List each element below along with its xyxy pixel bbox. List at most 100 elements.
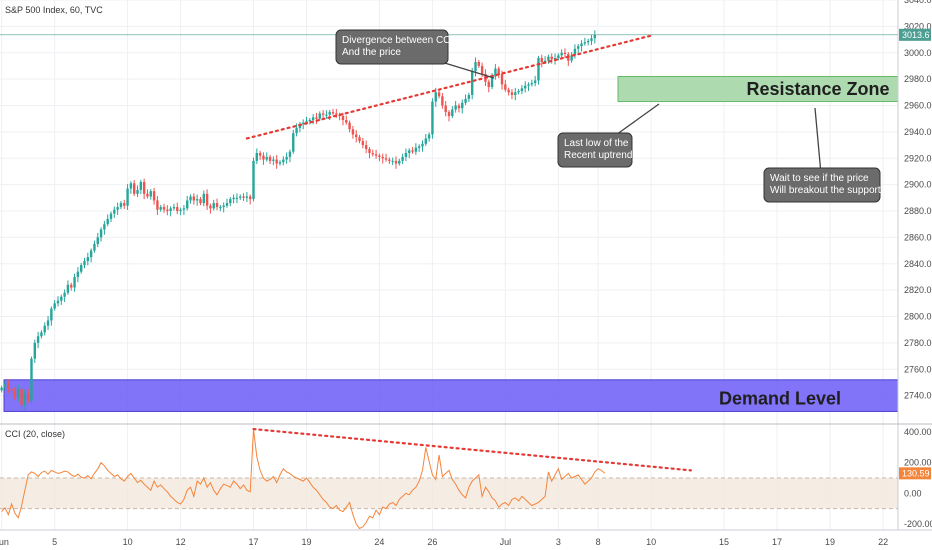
candle-body (252, 160, 255, 200)
candle-body (335, 113, 338, 115)
price-tick-label: 2960.0 (904, 101, 932, 111)
candle-body (179, 209, 182, 211)
demand-level-label: Demand Level (719, 389, 841, 409)
price-tick-label: 2780.0 (904, 338, 932, 348)
candle-body (553, 58, 557, 60)
price-tick-label: 3000.0 (904, 48, 932, 58)
candle-body (295, 127, 298, 134)
candle-body (205, 193, 209, 206)
candle-body (580, 43, 583, 47)
candle-body (232, 197, 235, 200)
candle-body (133, 183, 136, 194)
candle-body (265, 156, 268, 160)
candle-body (258, 152, 262, 156)
candle-body (401, 156, 404, 161)
candle-body (142, 181, 146, 194)
callout-divergence-text: And the price (342, 47, 401, 58)
candle-body (345, 120, 348, 123)
candle-body (26, 392, 30, 401)
candle-body (341, 116, 345, 121)
candle-body (209, 205, 212, 209)
candle-body (189, 196, 192, 201)
candle-body (225, 203, 229, 206)
candle-body (106, 218, 109, 225)
candle-body (239, 196, 242, 198)
candle-body (36, 336, 40, 343)
last-price-value: 3013.6 (902, 30, 930, 40)
candle-body (321, 113, 325, 115)
candle-body (278, 162, 282, 164)
grid (0, 0, 898, 530)
time-tick-label: 17 (248, 537, 258, 547)
candle-body (76, 271, 80, 277)
candle-body (235, 197, 239, 199)
candle-body (159, 207, 162, 210)
candle-body (470, 71, 474, 95)
cci-label: CCI (20, close) (5, 429, 65, 439)
candle-body (195, 199, 199, 201)
cci-tick-label: -200.00 (904, 519, 932, 529)
candle-body (441, 96, 444, 106)
candle-body (136, 189, 139, 194)
candle-body (563, 52, 567, 55)
candle-body (461, 102, 464, 109)
candle-body (245, 196, 249, 198)
candle-body (53, 303, 56, 309)
candle-body (590, 38, 593, 41)
candle-body (464, 98, 467, 103)
price-tick-label: 2980.0 (904, 74, 932, 84)
candle-body (454, 105, 457, 110)
candle-body (527, 84, 530, 86)
candle-body (381, 156, 384, 159)
candle-body (166, 209, 169, 211)
candle-body (364, 145, 368, 150)
candle-body (152, 191, 156, 201)
candle-body (411, 150, 414, 152)
candle-body (451, 109, 454, 117)
candle-body (301, 122, 305, 124)
candle-body (292, 133, 295, 152)
candle-body (255, 152, 259, 161)
price-tick-label: 2760.0 (904, 364, 932, 374)
candle-body (371, 152, 374, 155)
candle-body (437, 92, 441, 97)
candle-body (351, 129, 355, 135)
candle-body (577, 46, 580, 49)
candle-body (113, 209, 116, 214)
time-tick-label: 26 (427, 537, 437, 547)
candle-body (494, 68, 497, 77)
candle-body (139, 181, 143, 190)
time-tick-label: 10 (646, 537, 656, 547)
candle-body (66, 284, 70, 293)
candle-body (417, 146, 421, 148)
price-trend-line (245, 34, 653, 140)
candle-body (514, 92, 517, 95)
candle-body (156, 200, 159, 210)
time-tick-label: 24 (374, 537, 384, 547)
candle-body (272, 159, 275, 161)
cci-line (1, 429, 606, 530)
price-tick-label: 2880.0 (904, 206, 932, 216)
callout-wait-box (763, 167, 881, 203)
candle-body (40, 332, 43, 337)
time-tick-label: 17 (772, 537, 782, 547)
last-price-badge (899, 28, 931, 41)
candle-body (288, 151, 292, 157)
candle-body (507, 89, 510, 93)
candle-body (398, 160, 401, 164)
candle-body (384, 158, 388, 160)
candle-body (116, 207, 119, 210)
candle-body (540, 58, 543, 62)
candle-body (212, 203, 215, 209)
candle-body (504, 84, 507, 90)
time-tick-label: 19 (302, 537, 312, 547)
cci-trend-line (252, 427, 692, 472)
candle-body (424, 138, 428, 144)
candle-body (248, 196, 252, 200)
candle-body (3, 383, 7, 388)
candle-body (533, 80, 537, 84)
candle-body (126, 188, 129, 206)
candle-body (282, 159, 285, 163)
candle-body (583, 42, 587, 44)
